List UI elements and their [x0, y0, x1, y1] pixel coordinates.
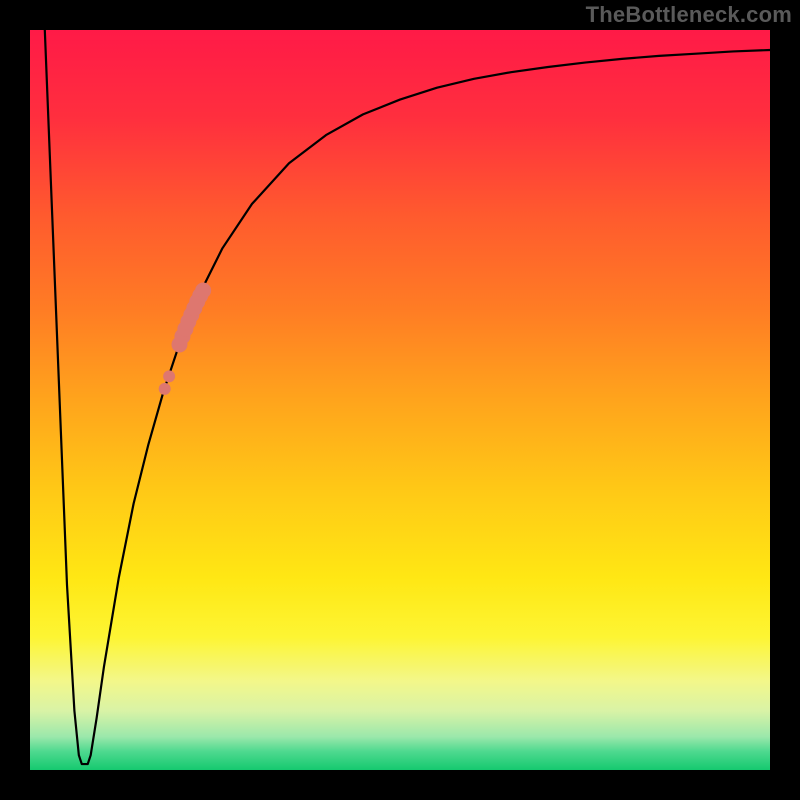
highlight-marker — [163, 370, 175, 382]
plot-background — [30, 30, 770, 770]
bottleneck-chart — [0, 0, 800, 800]
chart-container: TheBottleneck.com — [0, 0, 800, 800]
highlight-marker — [159, 383, 171, 395]
watermark-text: TheBottleneck.com — [586, 2, 792, 28]
highlight-marker — [195, 282, 211, 298]
